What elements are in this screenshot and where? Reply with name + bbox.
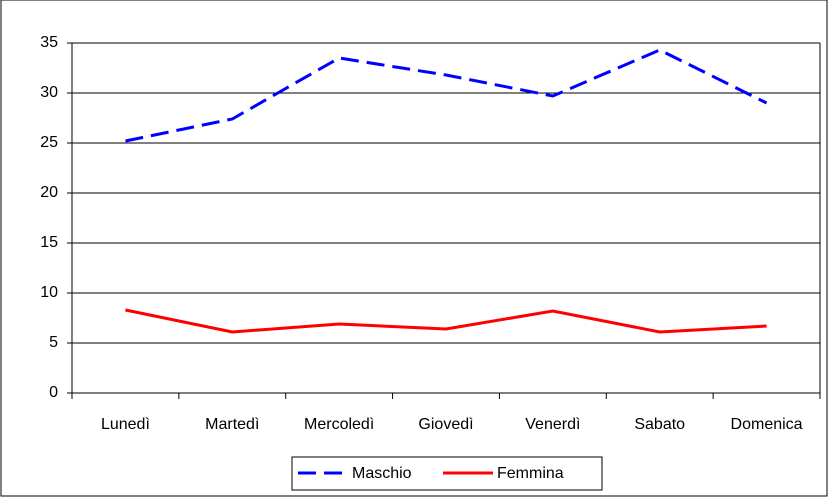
x-tick-label: Domenica xyxy=(731,416,803,433)
y-tick-label: 35 xyxy=(40,34,58,51)
y-tick-label: 0 xyxy=(49,384,58,401)
y-tick-label: 15 xyxy=(40,234,58,251)
x-tick-label: Venerdì xyxy=(525,416,580,433)
y-tick-label: 25 xyxy=(40,134,58,151)
x-tick-label: Lunedì xyxy=(101,416,150,433)
y-tick-label: 5 xyxy=(49,334,58,351)
x-tick-label: Martedì xyxy=(205,416,259,433)
legend-label: Femmina xyxy=(497,465,564,482)
x-tick-label: Mercoledì xyxy=(304,416,374,433)
y-tick-label: 20 xyxy=(40,184,58,201)
legend-label: Maschio xyxy=(352,465,412,482)
x-tick-label: Giovedì xyxy=(418,416,473,433)
series-line xyxy=(125,308,767,334)
x-tick-label: Sabato xyxy=(634,416,685,433)
y-tick-label: 10 xyxy=(40,284,58,301)
y-tick-label: 30 xyxy=(40,84,58,101)
series-line xyxy=(125,48,768,143)
